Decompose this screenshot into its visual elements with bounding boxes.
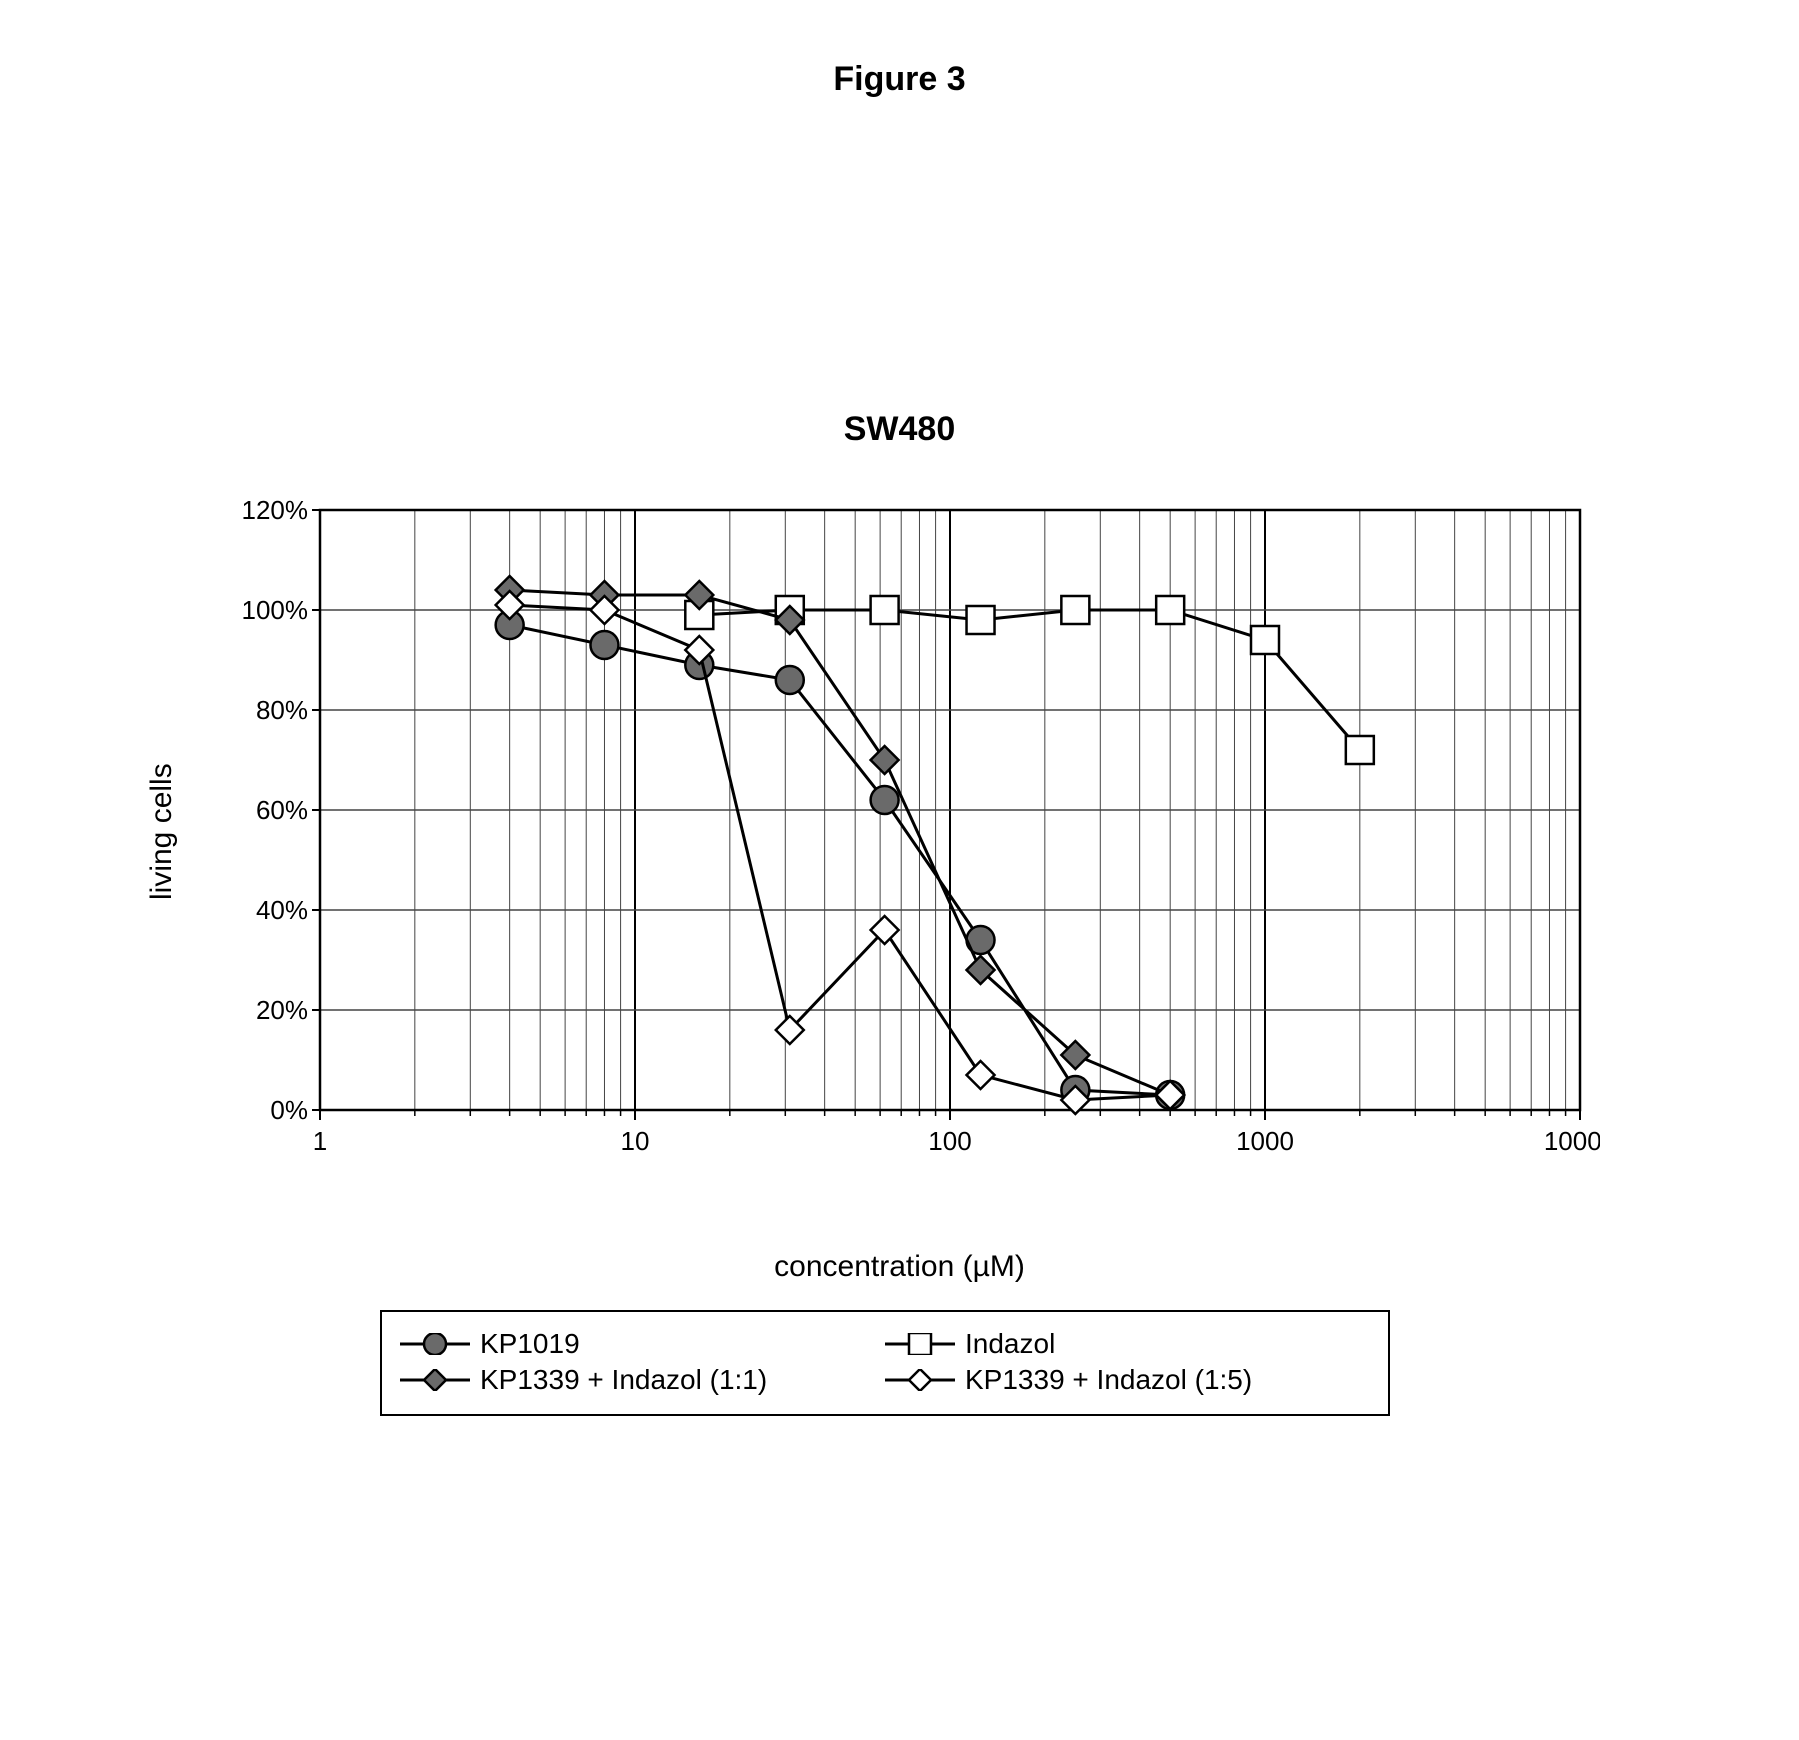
legend-swatch-icon [400,1333,470,1355]
svg-text:1000: 1000 [1236,1126,1294,1156]
legend-swatch-icon [885,1333,955,1355]
legend-row: KP1339 + Indazol (1:1) KP1339 + Indazol (… [400,1364,1370,1396]
svg-text:80%: 80% [256,695,308,725]
svg-text:10000: 10000 [1544,1126,1600,1156]
legend-item: KP1019 [400,1328,885,1360]
svg-text:100%: 100% [242,595,309,625]
x-axis-label: concentration (µM) [0,1250,1799,1284]
chart-title: SW480 [0,410,1799,449]
legend-label: KP1019 [480,1328,580,1360]
chart-svg: 0% 20% 40% 60% 80% 100% 120% 1 10 100 1000 10000 [210,490,1600,1200]
svg-text:40%: 40% [256,895,308,925]
legend-label: Indazol [965,1328,1055,1360]
figure-label: Figure 3 [0,60,1799,99]
svg-text:10: 10 [621,1126,650,1156]
svg-text:0%: 0% [270,1095,308,1125]
legend-item: KP1339 + Indazol (1:5) [885,1364,1370,1396]
svg-text:100: 100 [928,1126,971,1156]
y-axis-label: living cells [145,763,179,900]
legend-item: KP1339 + Indazol (1:1) [400,1364,885,1396]
page: Figure 3 SW480 living cells 0% 20% 40% 60% 8… [0,0,1799,1740]
legend-swatch-icon [400,1369,470,1391]
svg-text:20%: 20% [256,995,308,1025]
legend-label: KP1339 + Indazol (1:1) [480,1364,767,1396]
chart-plot: 0% 20% 40% 60% 80% 100% 120% 1 10 100 1000 10000 [210,490,1600,1205]
svg-text:60%: 60% [256,795,308,825]
legend-label: KP1339 + Indazol (1:5) [965,1364,1252,1396]
svg-text:120%: 120% [242,495,309,525]
legend: KP1019IndazolKP1339 + Indazol (1:1)KP133… [380,1310,1390,1416]
legend-item: Indazol [885,1328,1370,1360]
svg-text:1: 1 [313,1126,327,1156]
legend-swatch-icon [885,1369,955,1391]
legend-row: KP1019 Indazol [400,1328,1370,1360]
